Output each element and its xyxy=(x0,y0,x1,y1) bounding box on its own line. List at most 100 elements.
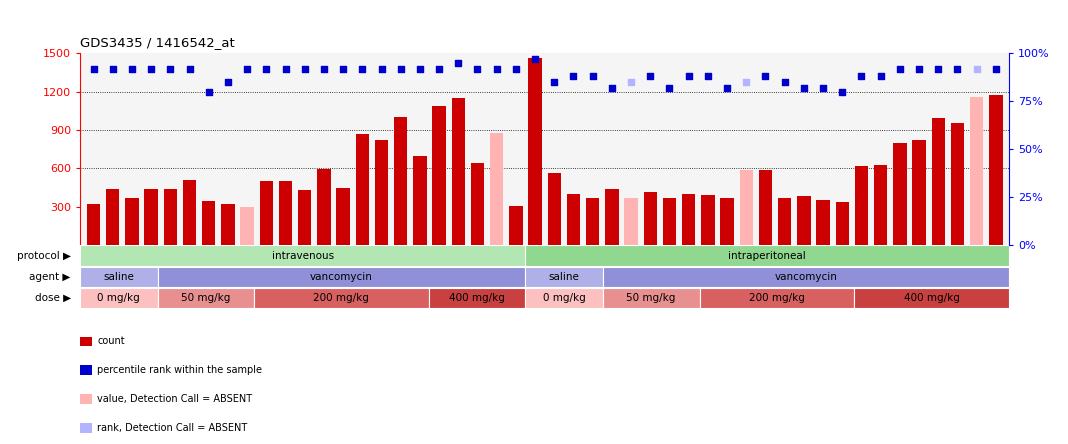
Text: rank, Detection Call = ABSENT: rank, Detection Call = ABSENT xyxy=(97,423,248,433)
Point xyxy=(603,84,621,91)
Bar xyxy=(602,266,1009,287)
Point xyxy=(757,73,774,80)
Bar xyxy=(797,196,811,245)
Bar xyxy=(413,155,426,245)
Point xyxy=(124,65,141,72)
Bar xyxy=(778,198,791,245)
Text: 200 mg/kg: 200 mg/kg xyxy=(749,293,805,303)
Bar xyxy=(874,165,888,245)
Point xyxy=(85,65,103,72)
Bar xyxy=(912,140,926,245)
Text: 0 mg/kg: 0 mg/kg xyxy=(543,293,585,303)
Text: count: count xyxy=(97,337,125,346)
Text: value, Detection Call = ABSENT: value, Detection Call = ABSENT xyxy=(97,394,252,404)
Bar xyxy=(548,174,561,245)
Bar xyxy=(202,201,216,245)
Point xyxy=(354,65,371,72)
Point xyxy=(143,65,160,72)
Bar xyxy=(106,189,120,245)
Point xyxy=(507,65,524,72)
Bar xyxy=(529,59,541,245)
Bar xyxy=(428,288,525,308)
Point xyxy=(469,65,486,72)
Bar xyxy=(240,206,254,245)
Bar xyxy=(606,190,618,245)
Bar xyxy=(163,190,177,245)
Text: percentile rank within the sample: percentile rank within the sample xyxy=(97,365,262,375)
Point xyxy=(796,84,813,91)
Point xyxy=(929,65,946,72)
Point xyxy=(642,73,659,80)
Bar xyxy=(87,204,100,245)
Text: dose ▶: dose ▶ xyxy=(34,293,70,303)
Text: saline: saline xyxy=(104,272,135,282)
Point xyxy=(430,65,447,72)
Bar xyxy=(644,192,657,245)
Bar xyxy=(525,266,602,287)
Bar xyxy=(854,166,868,245)
Text: intraperitoneal: intraperitoneal xyxy=(728,250,806,261)
Bar xyxy=(279,181,293,245)
Point xyxy=(315,65,332,72)
Bar xyxy=(125,198,139,245)
Bar xyxy=(471,163,484,245)
Text: 0 mg/kg: 0 mg/kg xyxy=(97,293,140,303)
Text: 50 mg/kg: 50 mg/kg xyxy=(627,293,676,303)
Bar xyxy=(567,194,580,245)
Bar xyxy=(951,123,964,245)
Point xyxy=(392,65,409,72)
Text: GDS3435 / 1416542_at: GDS3435 / 1416542_at xyxy=(80,36,235,49)
Point xyxy=(873,73,890,80)
Bar xyxy=(144,189,158,245)
Text: intravenous: intravenous xyxy=(271,250,334,261)
Bar xyxy=(663,198,676,245)
Text: 50 mg/kg: 50 mg/kg xyxy=(182,293,231,303)
Point xyxy=(892,65,909,72)
Text: vancomycin: vancomycin xyxy=(774,272,837,282)
Bar xyxy=(183,180,197,245)
Bar xyxy=(490,133,503,245)
Point xyxy=(911,65,928,72)
Bar xyxy=(700,288,854,308)
Bar xyxy=(336,188,350,245)
Text: vancomycin: vancomycin xyxy=(310,272,373,282)
Point xyxy=(661,84,678,91)
Bar xyxy=(682,194,695,245)
Bar xyxy=(157,266,525,287)
Point xyxy=(296,65,313,72)
Bar xyxy=(989,95,1003,245)
Point xyxy=(238,65,255,72)
Bar xyxy=(509,206,522,245)
Bar xyxy=(254,288,428,308)
Point xyxy=(546,79,563,86)
Point xyxy=(987,65,1004,72)
Bar xyxy=(625,198,638,245)
Bar xyxy=(452,98,465,245)
Text: saline: saline xyxy=(549,272,580,282)
Point xyxy=(257,65,274,72)
Bar xyxy=(80,288,157,308)
Point xyxy=(334,65,351,72)
Text: agent ▶: agent ▶ xyxy=(30,272,70,282)
Bar xyxy=(356,134,370,245)
Point xyxy=(853,73,870,80)
Point xyxy=(948,65,965,72)
Text: 400 mg/kg: 400 mg/kg xyxy=(449,293,505,303)
Point xyxy=(200,88,217,95)
Point xyxy=(219,79,236,86)
Point xyxy=(411,65,428,72)
Bar xyxy=(739,170,753,245)
Point xyxy=(277,65,294,72)
Point xyxy=(161,65,178,72)
Bar xyxy=(586,198,599,245)
Text: protocol ▶: protocol ▶ xyxy=(17,250,70,261)
Point xyxy=(815,84,832,91)
Bar xyxy=(221,204,235,245)
Bar xyxy=(854,288,1009,308)
Point xyxy=(527,56,544,63)
Bar xyxy=(375,140,389,245)
Bar xyxy=(720,198,734,245)
Bar xyxy=(816,200,830,245)
Point xyxy=(623,79,640,86)
Point xyxy=(105,65,122,72)
